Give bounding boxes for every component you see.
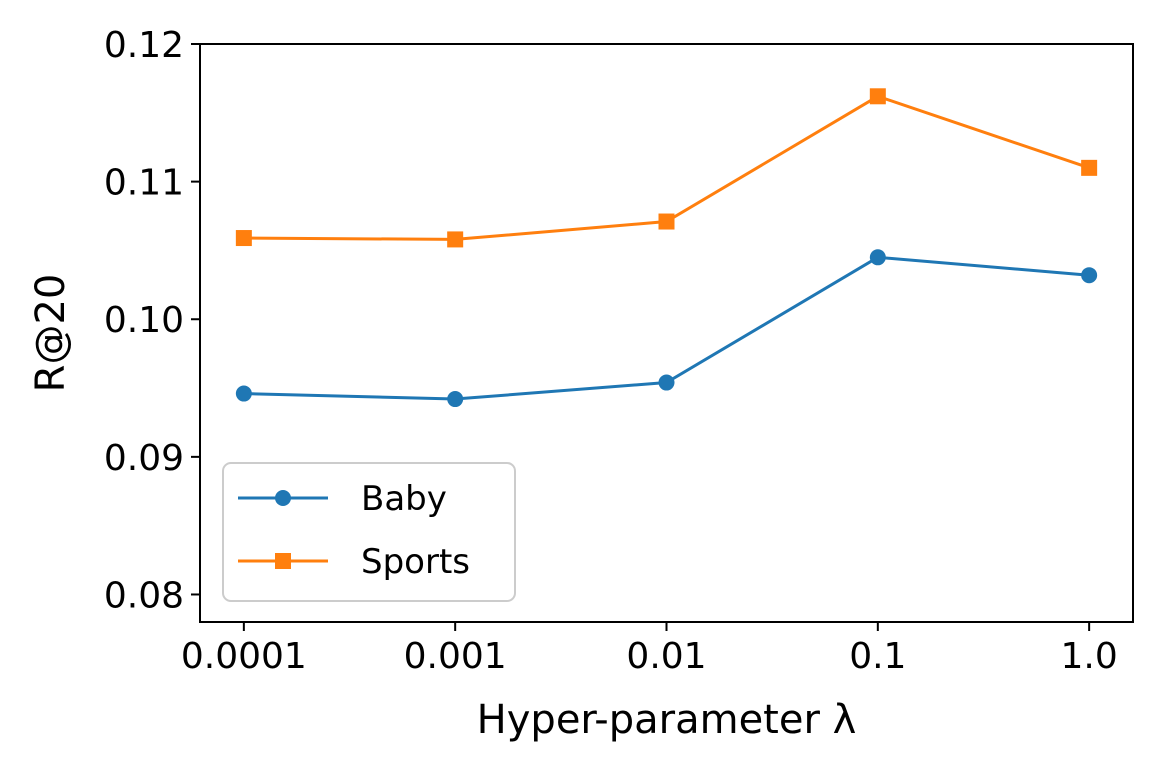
- x-tick-label: 0.001: [404, 636, 507, 677]
- data-point: [869, 88, 886, 105]
- ticks-layer: 0.0001 0.001 0.01 0.1 1.0 0.08 0.09 0.10 0.11 0.1…: [104, 25, 1118, 677]
- legend-label: Sports: [361, 542, 470, 582]
- series-layer: [235, 88, 1098, 408]
- data-point: [447, 231, 464, 248]
- y-tick-label: 0.08: [104, 575, 184, 616]
- x-tick-label: 0.01: [626, 636, 706, 677]
- data-point: [1081, 159, 1098, 176]
- data-point: [658, 374, 675, 391]
- data-point: [869, 249, 886, 266]
- data-point: [235, 385, 252, 402]
- plot-frame: [199, 43, 1134, 623]
- x-tick-label: 1.0: [1061, 636, 1118, 677]
- legend: Baby Sports: [222, 462, 516, 602]
- y-axis-label: R@20: [28, 274, 74, 393]
- y-tick-label: 0.09: [104, 438, 184, 479]
- legend-item-sports: Sports: [238, 542, 470, 582]
- series-baby: [235, 249, 1098, 408]
- data-point: [1081, 267, 1098, 284]
- x-axis-label: Hyper-parameter λ: [477, 697, 857, 743]
- legend-label: Baby: [361, 479, 447, 519]
- legend-item-baby: Baby: [238, 479, 447, 519]
- data-point: [658, 213, 675, 230]
- series-sports: [235, 88, 1098, 248]
- y-tick-label: 0.12: [104, 25, 184, 66]
- y-tick-label: 0.11: [104, 163, 184, 204]
- x-tick-label: 0.1: [849, 636, 906, 677]
- y-tick-label: 0.10: [104, 300, 184, 341]
- data-point: [235, 230, 252, 247]
- data-point: [447, 391, 464, 408]
- x-tick-label: 0.0001: [181, 636, 307, 677]
- legend-marker: [275, 490, 291, 506]
- legend-marker: [275, 553, 291, 569]
